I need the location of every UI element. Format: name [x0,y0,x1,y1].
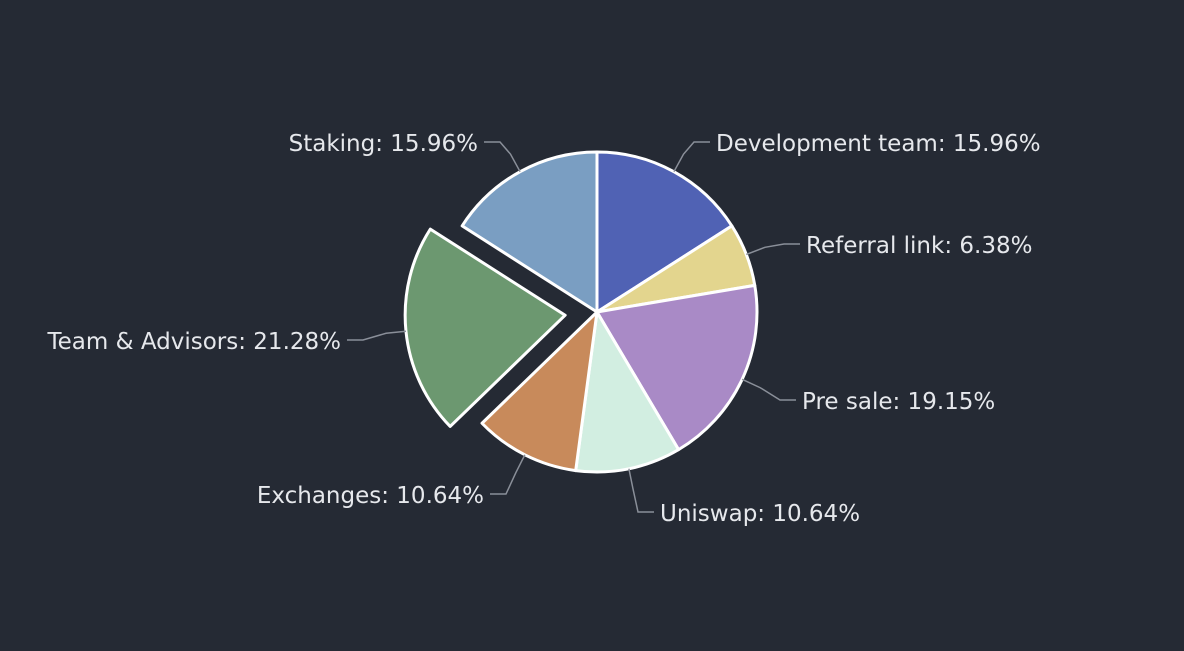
slice-label-staking: Staking: 15.96% [289,131,478,157]
slice-label-referral-link: Referral link: 6.38% [806,233,1032,259]
slices-layer [403,150,759,474]
slice-label-uniswap: Uniswap: 10.64% [660,501,860,527]
leaders-layer [347,141,800,513]
labels-layer: Development team: 15.96% Referral link: 6… [46,131,1040,527]
pie-slice-uniswap[interactable] [574,310,681,474]
leader-line-team-advisors [347,330,407,341]
leader-line-referral-link [746,243,800,256]
leader-line-pre-sale [741,378,796,401]
leader-line-staking [484,141,521,173]
pie-slice-exchanges[interactable] [480,310,599,473]
pie-slice-pre-sale[interactable] [595,283,759,452]
leader-line-exchanges [490,454,526,495]
pie-slice-team-advisors[interactable] [403,227,567,428]
leader-line-development-team [673,141,710,173]
slice-label-team-advisors: Team & Advisors: 21.28% [46,329,341,355]
slice-label-exchanges: Exchanges: 10.64% [257,483,484,509]
slice-label-pre-sale: Pre sale: 19.15% [802,389,995,415]
slice-label-development-team: Development team: 15.96% [716,131,1041,157]
leader-line-uniswap [628,468,654,513]
